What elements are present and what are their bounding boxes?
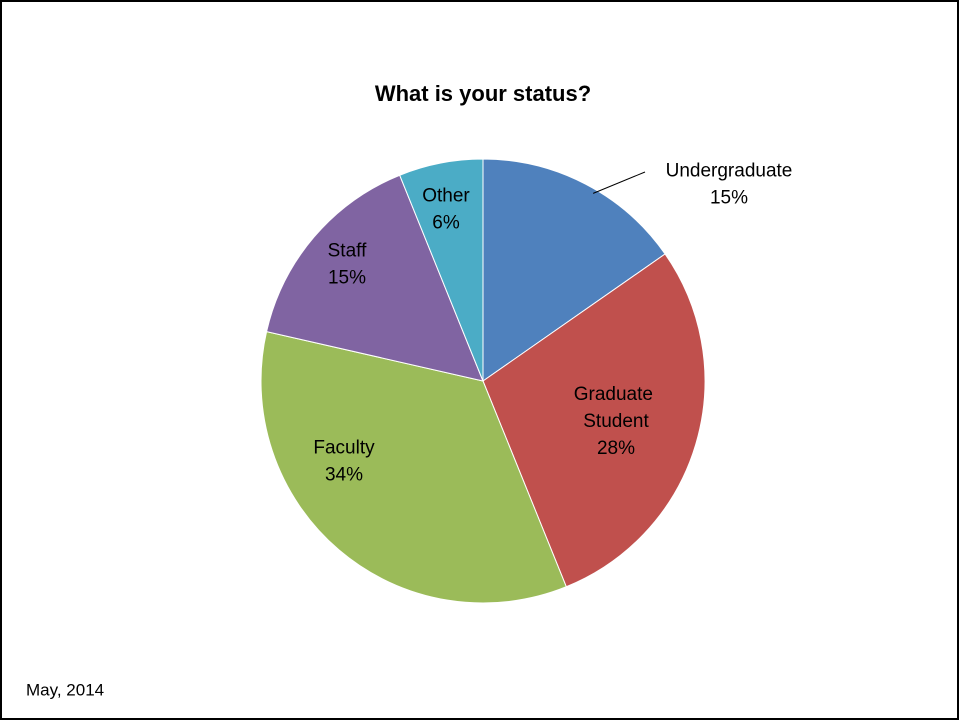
category-label: Faculty	[313, 438, 375, 459]
value-label: 28%	[597, 438, 635, 459]
category-label: Other	[422, 186, 470, 207]
footer: May, 2014	[26, 680, 104, 699]
pie-slice	[482, 158, 666, 382]
value-label: 15%	[328, 268, 366, 289]
value-label: 6%	[432, 213, 460, 234]
value-label: 34%	[325, 465, 363, 486]
pie-slice	[482, 253, 706, 588]
pie-slice	[399, 158, 484, 382]
leader-line	[592, 171, 646, 194]
pie-slice	[265, 174, 484, 382]
category-label: Graduate Student	[574, 384, 659, 432]
chart-title: What is your status?	[375, 81, 591, 106]
category-label: Undergraduate	[666, 161, 793, 182]
value-label: 15%	[710, 188, 748, 209]
pie-slice	[260, 331, 567, 604]
category-label: Staff	[328, 241, 367, 262]
